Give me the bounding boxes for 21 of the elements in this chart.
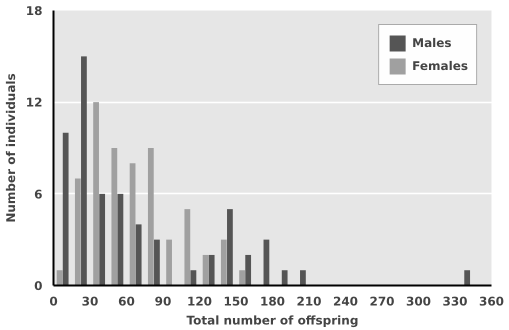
legend-label: Females <box>412 59 468 73</box>
x-tick-label: 210 <box>296 294 322 308</box>
x-tick-label: 30 <box>82 294 98 308</box>
x-tick-label: 270 <box>369 294 395 308</box>
x-tick-label: 0 <box>49 294 58 308</box>
y-axis-title: Number of individuals <box>4 73 18 223</box>
y-tick-label: 0 <box>34 279 43 293</box>
y-tick-label: 12 <box>26 96 43 110</box>
x-tick-label: 330 <box>442 294 468 308</box>
x-tick-label: 60 <box>118 294 135 308</box>
x-axis-title: Total number of offspring <box>186 314 358 328</box>
y-tick-label: 18 <box>26 4 43 18</box>
x-tick-label: 150 <box>223 294 249 308</box>
x-tick-label: 240 <box>332 294 358 308</box>
x-tick-label: 360 <box>478 294 504 308</box>
legend-label: Males <box>412 36 452 50</box>
x-tick-label: 90 <box>154 294 172 308</box>
x-tick-label: 120 <box>186 294 212 308</box>
y-tick-label: 6 <box>34 187 43 202</box>
x-tick-label: 300 <box>406 294 432 308</box>
x-tick-label: 180 <box>260 294 286 308</box>
